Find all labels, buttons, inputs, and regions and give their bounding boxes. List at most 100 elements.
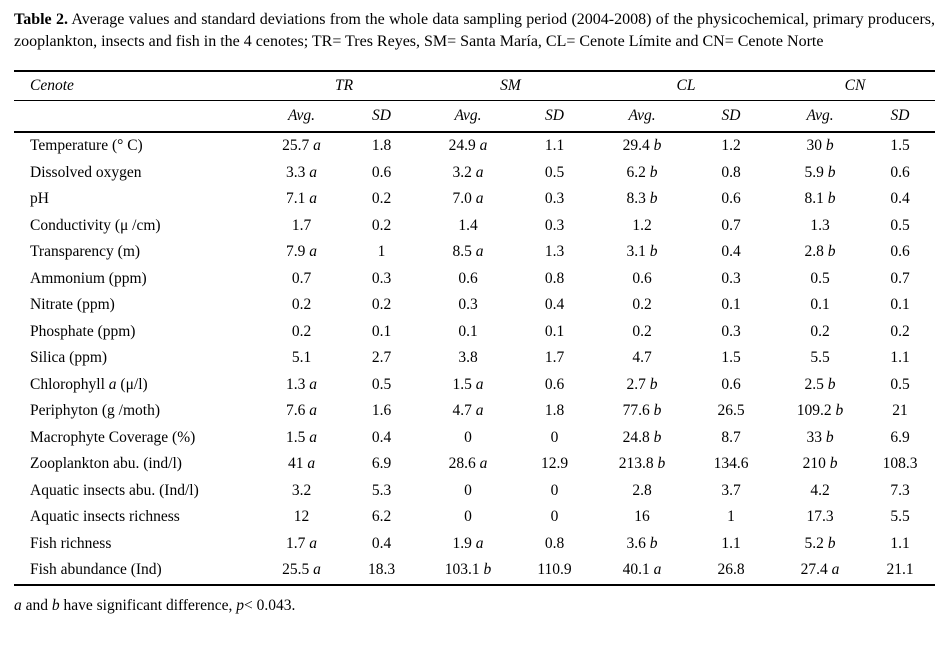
value-cell: 12.9 bbox=[540, 455, 569, 473]
value-cell: 0.1 bbox=[544, 322, 565, 340]
subheader-cn-sd: SD bbox=[865, 100, 936, 133]
value-cell: 0.2 bbox=[632, 322, 652, 340]
table-row: Silica (ppm) 5.1 2.7 3.8 1.7 4.7 1.5 5.5 1.1 bbox=[14, 345, 935, 372]
subheader-cl-sd: SD bbox=[687, 100, 776, 133]
value-cell: 0.4 bbox=[544, 296, 565, 314]
value-cell: 0.4 bbox=[890, 190, 910, 208]
value-cell: 1.3 bbox=[810, 216, 830, 234]
table-row: Fish richness 1.7 a 0.4 1.9 a 0.8 3.6 b 1.1 5.2… bbox=[14, 531, 935, 558]
value-cell: 1.5 bbox=[721, 349, 741, 367]
table-row: Temperature (° C) 25.7 a 1.8 24.9 a 1.1 29.4 … bbox=[14, 132, 935, 160]
value-cell: 1.7 bbox=[544, 349, 565, 367]
value-cell: 2.8 b bbox=[804, 243, 836, 261]
footnote: a and b have significant difference, p< … bbox=[14, 596, 296, 614]
value-cell: 0.8 bbox=[721, 163, 741, 181]
subheader-cn-avg: Avg. bbox=[775, 100, 866, 133]
row-label: Aquatic insects richness bbox=[30, 508, 180, 526]
value-cell: 24.9 a bbox=[448, 137, 488, 155]
value-cell: 5.1 bbox=[291, 349, 312, 367]
page: Table 2. Average values and standard dev… bbox=[14, 9, 936, 614]
value-cell: 1.8 bbox=[544, 402, 565, 420]
value-cell: 0.3 bbox=[458, 296, 478, 314]
value-cell: 41 a bbox=[287, 455, 316, 473]
value-cell: 5.3 bbox=[371, 481, 392, 499]
table-row: Periphyton (g /moth) 7.6 a 1.6 4.7 a 1.8 77.6… bbox=[14, 398, 935, 425]
subheader-spacer bbox=[14, 100, 264, 133]
group-header-cl: CL bbox=[597, 70, 776, 101]
value-cell: 0.6 bbox=[544, 375, 565, 393]
subheader-sm-avg: Avg. bbox=[424, 100, 512, 133]
value-cell: 0.7 bbox=[890, 269, 910, 287]
value-cell: 12 bbox=[293, 508, 310, 526]
subheader-row: Avg. SD Avg. SD Avg. SD Avg. SD bbox=[14, 100, 936, 133]
value-cell: 7.3 bbox=[890, 481, 910, 499]
value-cell: 16 bbox=[634, 508, 650, 526]
value-cell: 3.2 a bbox=[452, 163, 484, 181]
row-label: Fish richness bbox=[30, 534, 112, 552]
value-cell: 1.2 bbox=[721, 137, 741, 155]
value-cell: 2.8 bbox=[632, 481, 652, 499]
value-cell: 1.5 bbox=[890, 137, 910, 155]
value-cell: 3.3 a bbox=[286, 163, 317, 181]
table-row: Aquatic insects abu. (Ind/l) 3.2 5.3 0 0 2.8 3… bbox=[14, 478, 935, 505]
subheader-tr-avg: Avg. bbox=[264, 100, 339, 133]
value-cell: 1.9 a bbox=[452, 534, 484, 552]
value-cell: 0.4 bbox=[371, 428, 392, 446]
value-cell: 7.1 a bbox=[286, 190, 317, 208]
value-cell: 3.1 b bbox=[626, 243, 658, 261]
table-row: Chlorophyll a (μ/l) 1.3 a 0.5 1.5 a 0.6 2.7 b… bbox=[14, 372, 935, 399]
value-cell: 0.7 bbox=[721, 216, 741, 234]
row-label: Conductivity (μ /cm) bbox=[30, 216, 161, 234]
row-label: Ammonium (ppm) bbox=[30, 269, 147, 287]
value-cell: 103.1 b bbox=[424, 557, 512, 586]
value-cell: 0.7 bbox=[291, 269, 312, 287]
value-cell: 1 bbox=[377, 243, 386, 261]
value-cell: 25.7 a bbox=[282, 137, 321, 155]
table-row: Fish abundance (Ind) 25.5 a 18.3 103.1 b 110… bbox=[14, 557, 936, 586]
table-row: Aquatic insects richness 12 6.2 0 0 16 1 17.3 5.… bbox=[14, 504, 935, 531]
value-cell: 0 bbox=[550, 428, 559, 446]
table-caption: Table 2. Average values and standard dev… bbox=[14, 9, 935, 53]
subheader-cl-avg: Avg. bbox=[597, 100, 688, 133]
value-cell: 0 bbox=[550, 508, 559, 526]
value-cell: 17.3 bbox=[806, 508, 834, 526]
value-cell: 0.1 bbox=[458, 322, 478, 340]
subheader-tr-sd: SD bbox=[339, 100, 424, 133]
value-cell: 7.9 a bbox=[286, 243, 317, 261]
table-row: Macrophyte Coverage (%) 1.5 a 0.4 0 0 24.8 b 8… bbox=[14, 425, 935, 452]
value-cell: 21 bbox=[892, 402, 908, 420]
value-cell: 1.1 bbox=[544, 137, 565, 155]
value-cell: 1.5 a bbox=[452, 375, 484, 393]
value-cell: 0.1 bbox=[890, 296, 910, 314]
value-cell: 5.9 b bbox=[804, 163, 836, 181]
row-label: Transparency (m) bbox=[30, 243, 141, 261]
value-cell: 0.3 bbox=[721, 322, 741, 340]
row-label: Temperature (° C) bbox=[30, 137, 143, 155]
value-cell: 0.5 bbox=[810, 269, 830, 287]
subheader-sm-sd: SD bbox=[512, 100, 598, 133]
value-cell: 1 bbox=[727, 508, 735, 526]
value-cell: 0.1 bbox=[371, 322, 392, 340]
group-header-cn: CN bbox=[775, 70, 936, 101]
value-cell: 6.9 bbox=[371, 455, 392, 473]
value-cell: 18.3 bbox=[339, 557, 424, 586]
value-cell: 0.1 bbox=[721, 296, 741, 314]
value-cell: 1.6 bbox=[371, 402, 392, 420]
value-cell: 2.7 bbox=[371, 349, 392, 367]
value-cell: 1.1 bbox=[890, 349, 910, 367]
value-cell: 27.4 a bbox=[775, 557, 866, 586]
value-cell: 7.0 a bbox=[452, 190, 484, 208]
value-cell: 3.8 bbox=[458, 349, 478, 367]
value-cell: 0.5 bbox=[371, 375, 392, 393]
row-label: pH bbox=[30, 190, 49, 208]
value-cell: 0.3 bbox=[544, 190, 565, 208]
value-cell: 0.5 bbox=[544, 163, 565, 181]
table-row: pH 7.1 a 0.2 7.0 a 0.3 8.3 b 0.6 8.1 b 0.4 bbox=[14, 186, 935, 213]
value-cell: 0.1 bbox=[810, 296, 830, 314]
value-cell: 0.6 bbox=[890, 163, 910, 181]
value-cell: 0.6 bbox=[371, 163, 392, 181]
group-header-row: Cenote TR SM CL CN bbox=[14, 70, 936, 101]
table-row: Dissolved oxygen 3.3 a 0.6 3.2 a 0.5 6.2 b 0.8… bbox=[14, 160, 935, 187]
value-cell: 29.4 b bbox=[622, 137, 662, 155]
value-cell: 0.3 bbox=[544, 216, 565, 234]
